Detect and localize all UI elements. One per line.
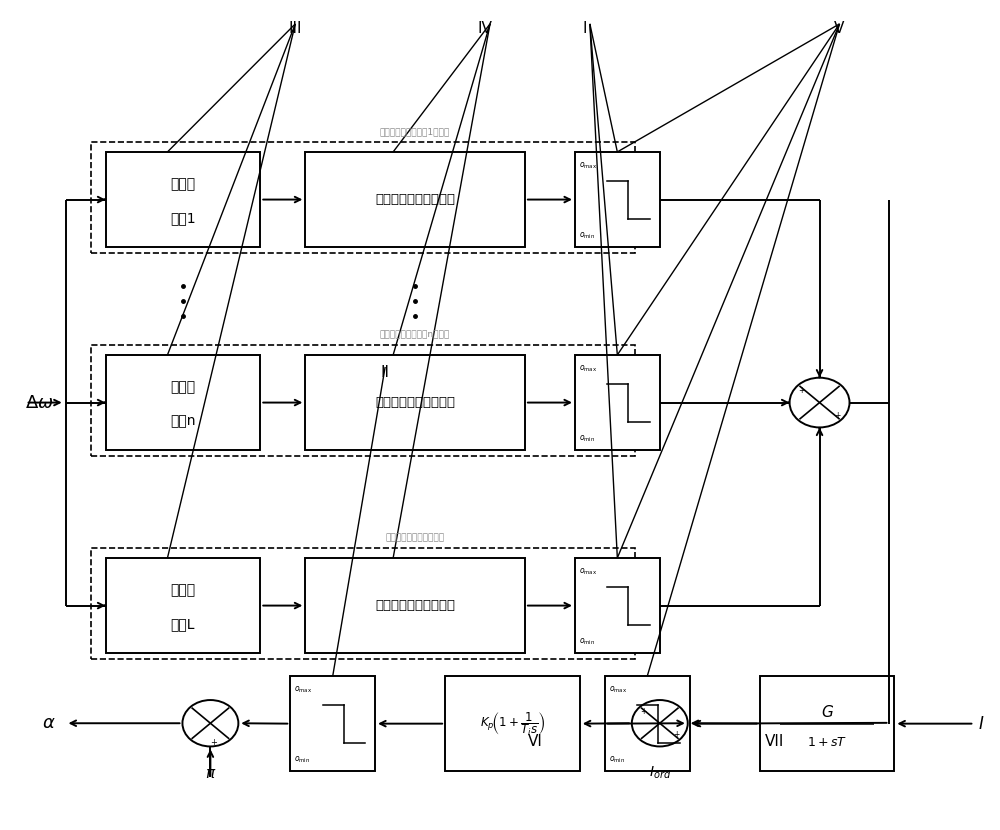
Text: I: I [583,22,587,37]
Text: +: + [210,739,217,748]
Text: $1+sT$: $1+sT$ [807,736,847,749]
Bar [305,152,525,247]
Bar [305,558,525,653]
Text: 多级线性最优控制设计: 多级线性最优控制设计 [375,193,455,206]
Text: 带通滤: 带通滤 [170,583,196,598]
Text: $G$: $G$ [821,704,834,720]
Text: V: V [834,22,845,37]
Bar [91,344,635,457]
Text: 波器1: 波器1 [170,211,196,225]
Text: 多级线性最优控制设计: 多级线性最优控制设计 [375,396,455,409]
Text: $\Delta\omega$: $\Delta\omega$ [25,393,53,412]
Text: $o_{\min}$: $o_{\min}$ [609,754,625,764]
Bar [106,355,260,450]
Text: $o_{\max}$: $o_{\max}$ [609,684,627,695]
Text: $o_{\max}$: $o_{\max}$ [579,364,597,374]
Bar [575,355,660,450]
Text: VI: VI [528,734,542,749]
Text: $o_{\max}$: $o_{\max}$ [579,566,597,577]
Bar [106,558,260,653]
Text: 多级线性最优控制设计: 多级线性最优控制设计 [375,599,455,612]
Bar [91,142,635,253]
Text: $o_{\max}$: $o_{\max}$ [579,160,597,171]
Bar [445,676,580,771]
Text: $K_p\!\left(1+\dfrac{1}{T_i s}\right)$: $K_p\!\left(1+\dfrac{1}{T_i s}\right)$ [480,710,545,738]
Bar [91,548,635,660]
Bar [605,676,690,771]
Text: $o_{\min}$: $o_{\min}$ [579,636,595,647]
Text: $o_{\min}$: $o_{\min}$ [294,754,311,764]
Text: 波器n: 波器n [170,414,196,427]
Text: +: + [834,411,841,419]
Bar [305,355,525,450]
Text: 带通滤: 带通滤 [170,381,196,394]
Text: 抑制次同步振荡模式1的频段: 抑制次同步振荡模式1的频段 [380,128,450,136]
Text: 抑制次同步振荡模式n的频段: 抑制次同步振荡模式n的频段 [380,330,450,339]
Text: VII: VII [765,734,784,749]
Bar [290,676,375,771]
Text: $o_{\min}$: $o_{\min}$ [579,230,595,241]
Text: 抑制低频振荡模式的频段: 抑制低频振荡模式的频段 [386,534,445,543]
Text: $o_{\max}$: $o_{\max}$ [294,684,312,695]
Text: $o_{\min}$: $o_{\min}$ [579,433,595,443]
Bar [575,558,660,653]
Bar [575,152,660,247]
Bar [760,676,894,771]
Text: $I_{ord}$: $I_{ord}$ [649,764,671,781]
Text: +: + [640,707,646,716]
Text: $\alpha$: $\alpha$ [42,715,56,732]
Text: +: + [798,386,805,394]
Text: IV: IV [478,22,492,37]
Text: 波器L: 波器L [171,617,195,631]
Text: +: + [673,730,680,740]
Text: II: II [381,365,390,380]
Text: $I$: $I$ [978,715,984,733]
Text: III: III [289,22,302,37]
Bar [106,152,260,247]
Text: $\pi$: $\pi$ [205,766,216,781]
Text: 带通滤: 带通滤 [170,178,196,192]
